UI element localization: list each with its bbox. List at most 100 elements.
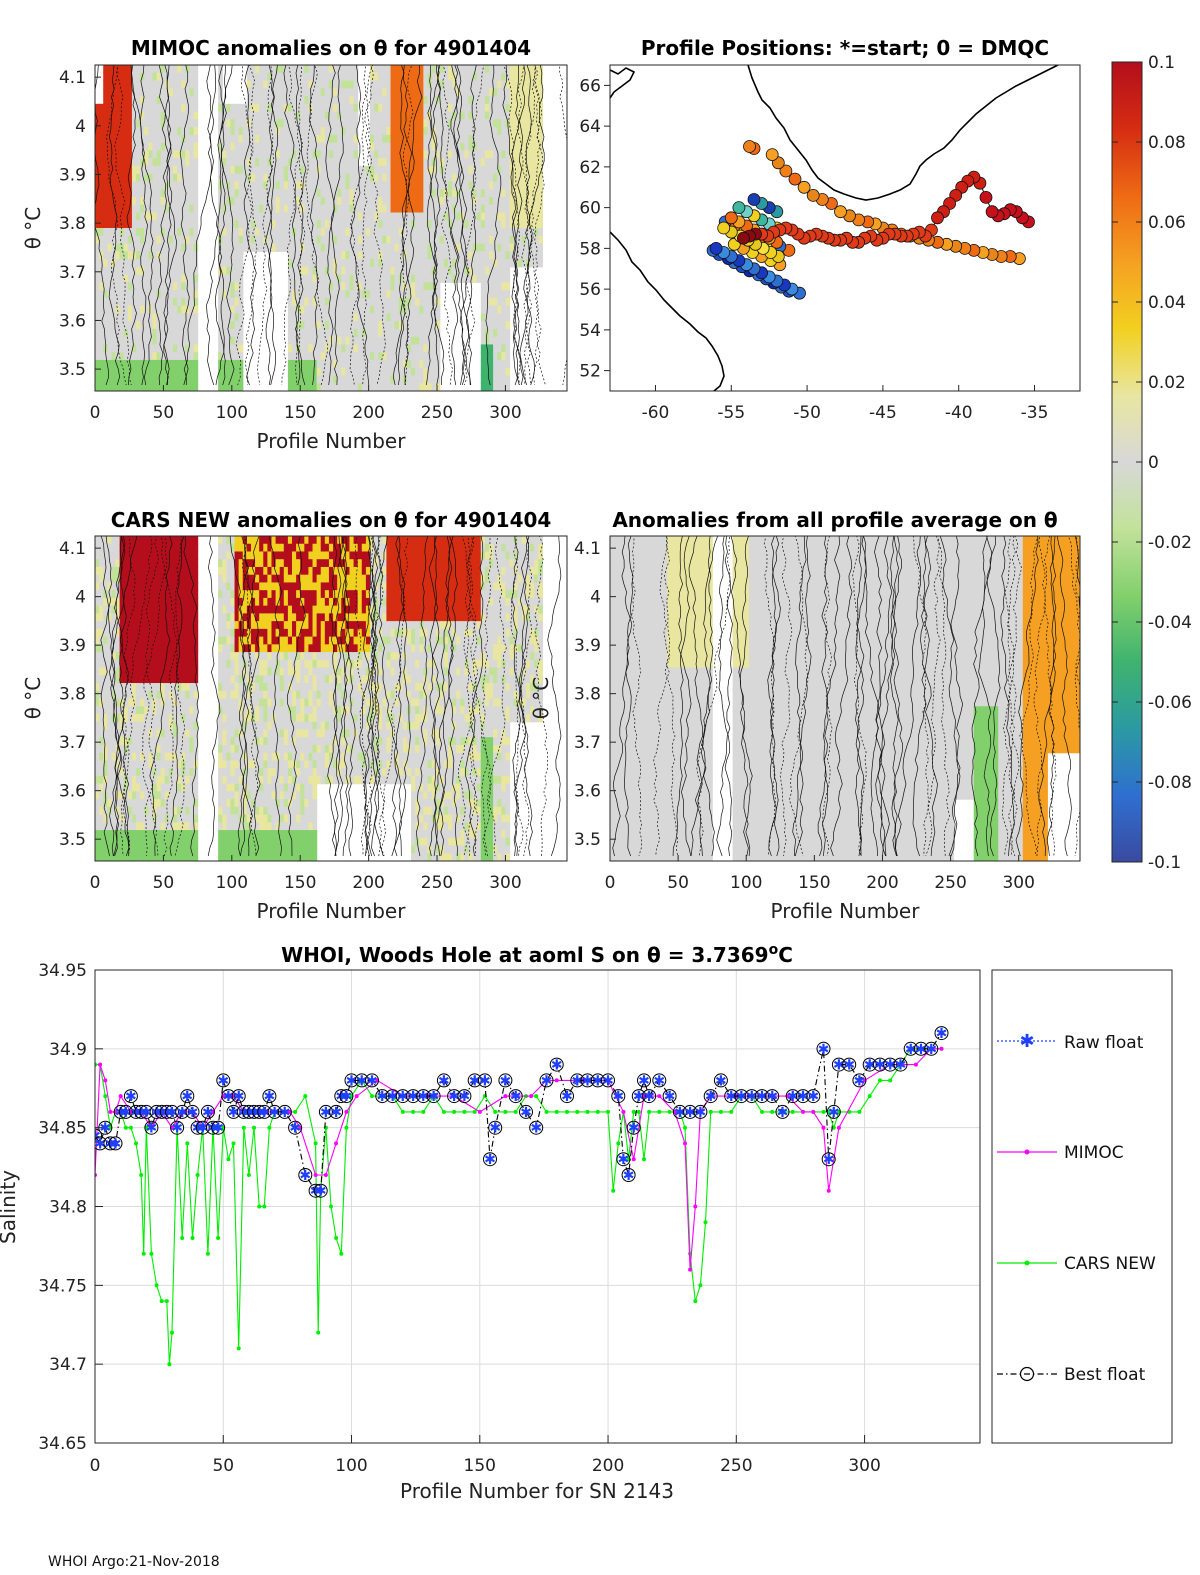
heatmap-cell	[168, 134, 174, 144]
heatmap-cell	[378, 251, 383, 260]
heatmap-cell	[172, 814, 178, 823]
heatmap-cell	[435, 196, 441, 206]
contour-line	[516, 65, 538, 386]
heatmap-cell	[530, 259, 535, 268]
heatmap-cell	[316, 65, 322, 74]
heatmap-cell	[468, 259, 474, 268]
heatmap-cell	[513, 127, 519, 136]
heatmap-cell	[172, 698, 178, 707]
heatmap-cell	[378, 336, 383, 346]
heatmap-cell	[525, 103, 531, 113]
heatmap-cell	[501, 204, 507, 214]
heatmap-cell	[193, 297, 199, 307]
heatmap-cell	[513, 165, 519, 175]
heatmap-cell	[357, 352, 363, 361]
heatmap-cell	[374, 375, 379, 384]
heatmap-cell	[292, 96, 297, 105]
heatmap-cell	[189, 251, 195, 260]
heatmap-cell	[497, 212, 502, 221]
heatmap-cell	[136, 352, 141, 361]
heatmap-cell	[103, 783, 108, 792]
heatmap-cell	[111, 165, 117, 175]
heatmap-cell	[452, 212, 457, 221]
heatmap-cell	[238, 305, 244, 314]
heatmap-cell	[136, 274, 141, 283]
heatmap-cell	[156, 706, 162, 715]
heatmap-cell	[107, 235, 113, 245]
heatmap-cell	[382, 313, 387, 322]
heatmap-cell	[131, 574, 137, 584]
heatmap-cell	[234, 274, 240, 283]
heatmap-cell	[168, 652, 174, 661]
heatmap-cell	[509, 243, 515, 252]
heatmap-cell	[493, 359, 498, 369]
heatmap-cell	[148, 189, 154, 198]
heatmap-cell	[107, 729, 113, 738]
heatmap-cell	[107, 359, 113, 369]
heatmap-cell	[230, 134, 236, 144]
heatmap-cell	[144, 830, 149, 839]
heatmap-cell	[177, 189, 182, 198]
heatmap-cell	[341, 274, 346, 283]
heatmap-cell	[337, 297, 342, 307]
heatmap-cell	[152, 228, 158, 237]
heatmap-cell	[431, 251, 437, 260]
heatmap-cell	[501, 119, 507, 128]
heatmap-cell	[386, 150, 392, 159]
heatmap-cell	[181, 352, 186, 361]
heatmap-cell	[140, 551, 145, 560]
heatmap-cell	[497, 274, 502, 283]
heatmap-cell	[111, 321, 117, 330]
heatmap-cell	[181, 290, 186, 299]
longitude-tick-label: -50	[793, 403, 821, 423]
heatmap-cell	[308, 158, 314, 167]
heatmap-cell	[538, 235, 543, 245]
heatmap-cell	[234, 352, 240, 361]
heatmap-cell	[95, 559, 100, 568]
heatmap-cell	[398, 375, 404, 384]
heatmap-cell	[287, 297, 293, 307]
heatmap-cell	[172, 837, 178, 847]
heatmap-cell	[493, 165, 498, 175]
heatmap-cell	[349, 134, 355, 144]
heatmap-cell	[308, 204, 314, 214]
heatmap-cell	[119, 165, 125, 175]
heatmap-cell	[164, 165, 170, 175]
heatmap-cell	[115, 158, 121, 167]
heatmap-cell	[328, 72, 334, 82]
heatmap-cell	[460, 134, 465, 144]
heatmap-cell	[119, 783, 125, 792]
heatmap-cell	[95, 235, 100, 245]
heatmap-cell	[123, 313, 129, 322]
heatmap-cell	[460, 243, 465, 252]
heatmap-cell	[123, 590, 129, 599]
heatmap-cell	[95, 566, 100, 576]
heatmap-cell	[308, 297, 314, 307]
heatmap-cell	[259, 142, 264, 151]
heatmap-cell	[374, 158, 379, 167]
heatmap-cell	[111, 243, 117, 252]
heatmap-cell	[530, 181, 535, 190]
heatmap-cell	[263, 134, 268, 144]
heatmap-cell	[230, 150, 236, 159]
heatmap-cell	[136, 837, 141, 847]
heatmap-cell	[177, 259, 182, 268]
heatmap-cell	[131, 644, 137, 653]
heatmap-cell	[189, 158, 195, 167]
heatmap-cell	[144, 328, 149, 338]
heatmap-cell	[136, 150, 141, 159]
heatmap-cell	[427, 212, 433, 221]
heatmap-cell	[283, 150, 289, 159]
heatmap-cell	[402, 189, 408, 198]
heatmap-cell	[365, 336, 371, 346]
heatmap-cell	[386, 80, 392, 89]
heatmap-cell	[489, 235, 494, 245]
heatmap-cell	[312, 282, 318, 291]
profile-position-point	[709, 241, 723, 255]
heatmap-cell	[398, 96, 404, 105]
heatmap-cell	[136, 367, 141, 377]
heatmap-cell	[177, 103, 182, 113]
heatmap-cell	[394, 274, 400, 283]
heatmap-cell	[172, 359, 178, 369]
heatmap-cell	[349, 305, 355, 314]
